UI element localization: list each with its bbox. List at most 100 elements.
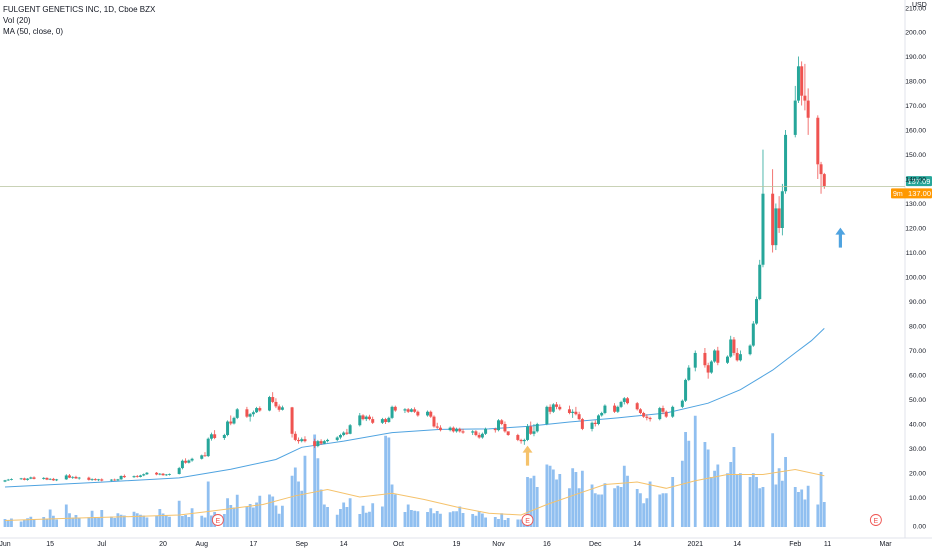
volume-bar <box>716 464 720 527</box>
candle-body <box>158 473 162 475</box>
candle-body <box>413 409 417 412</box>
candle-body <box>577 414 581 420</box>
time-axis-tick: 17 <box>249 541 257 548</box>
price-axis-tick: 140.00 <box>905 177 926 184</box>
candle-body <box>367 416 371 420</box>
time-axis[interactable]: Jun 15 Jul 20 Aug 17 Sep 14 Oct 19 Nov 16 Dec 14 2021 1… <box>0 541 892 548</box>
volume-bar <box>384 435 388 527</box>
volume-bar <box>74 515 78 527</box>
candle-body <box>338 435 342 438</box>
volume-bar <box>484 517 487 527</box>
volume-bar <box>177 500 181 527</box>
candle-body <box>184 460 188 463</box>
ma-indicator-label[interactable]: MA (50, close, 0) <box>3 27 64 36</box>
volume-bar <box>316 458 320 527</box>
volume-bar <box>755 477 758 527</box>
candle-body <box>22 478 26 480</box>
volume-bar <box>393 494 397 527</box>
candle-body <box>726 356 730 363</box>
volume-bar <box>410 510 413 527</box>
candle-body <box>816 117 820 165</box>
candle-body <box>180 460 184 469</box>
candle-body <box>255 408 259 413</box>
candle-body <box>213 434 217 438</box>
price-axis-tick: 180.00 <box>905 79 926 86</box>
price-axis[interactable]: 0.00 10.00 20.00 30.00 40.00 50.00 60.00 70.00 8… <box>905 6 926 531</box>
candle-body <box>122 475 126 478</box>
volume-bar <box>93 517 97 527</box>
candle-body <box>313 441 317 447</box>
time-axis-tick: 16 <box>543 541 551 548</box>
volume-bar <box>645 498 649 527</box>
price-level: 137.09 9m 137.00 <box>0 176 932 199</box>
volume-bar <box>206 481 210 527</box>
candle-body <box>187 460 191 463</box>
candle-body <box>574 411 578 415</box>
candle-body <box>74 476 78 479</box>
candle-body <box>87 477 91 480</box>
candle-body <box>42 477 46 479</box>
volume-bar <box>277 513 281 527</box>
candle-body <box>796 66 800 101</box>
candle-body <box>303 439 307 442</box>
candle-body <box>555 404 559 407</box>
volume-bar <box>593 493 597 527</box>
volume-bar <box>703 442 707 527</box>
volume-bar <box>229 505 233 527</box>
candle-body <box>71 476 75 478</box>
price-axis-tick: 30.00 <box>909 446 926 453</box>
volume-bar <box>271 496 275 527</box>
candle-body <box>390 406 394 418</box>
volume-bar <box>45 519 49 527</box>
candle-body <box>132 476 136 478</box>
volume-bar <box>268 494 271 527</box>
volume-bar <box>797 492 800 527</box>
candle-body <box>729 339 733 357</box>
volume-bar <box>732 447 736 527</box>
candle-body <box>290 407 294 434</box>
candle-body <box>793 100 797 135</box>
price-axis-tick: 150.00 <box>905 152 926 159</box>
candle-body <box>806 100 810 118</box>
candle-body <box>484 428 488 434</box>
symbol-title[interactable]: FULGENT GENETICS INC, 1D, Cboe BZX <box>3 5 156 14</box>
volume-bar <box>771 433 775 527</box>
volume-bar <box>326 507 329 527</box>
candle-body <box>361 415 365 420</box>
volume-indicator-label[interactable]: Vol (20) <box>3 16 31 25</box>
volume-bar <box>748 477 752 527</box>
candle-body <box>703 352 707 366</box>
volume-bar <box>290 475 294 527</box>
candle-body <box>435 426 439 428</box>
volume-bar <box>226 498 229 527</box>
price-axis-tick: 110.00 <box>906 250 927 257</box>
candle-body <box>109 479 113 481</box>
volume-bar <box>155 516 158 527</box>
candle-body <box>297 439 301 442</box>
volume-bar <box>822 502 826 527</box>
candle-body <box>19 478 23 480</box>
volume-bar <box>29 516 33 527</box>
price-axis-tick: 190.00 <box>905 54 926 61</box>
time-axis-tick: 11 <box>824 541 831 548</box>
price-axis-tick: 100.00 <box>905 275 926 282</box>
volume-bar <box>726 473 729 527</box>
time-axis-tick: Oct <box>393 541 404 548</box>
candle-body <box>477 435 481 438</box>
candle-body <box>751 323 755 346</box>
candle-body <box>784 134 788 192</box>
volume-bar <box>626 475 629 527</box>
volume-bar <box>348 498 352 527</box>
earnings-marker-label: E <box>216 518 221 525</box>
volume-bar <box>603 483 607 527</box>
candle-body <box>687 367 691 380</box>
volume-bar <box>471 514 475 527</box>
candle-body <box>658 408 662 420</box>
volume-bar <box>758 488 762 527</box>
candle-body <box>6 479 10 481</box>
candle-body <box>600 412 604 416</box>
candle-body <box>155 472 159 475</box>
